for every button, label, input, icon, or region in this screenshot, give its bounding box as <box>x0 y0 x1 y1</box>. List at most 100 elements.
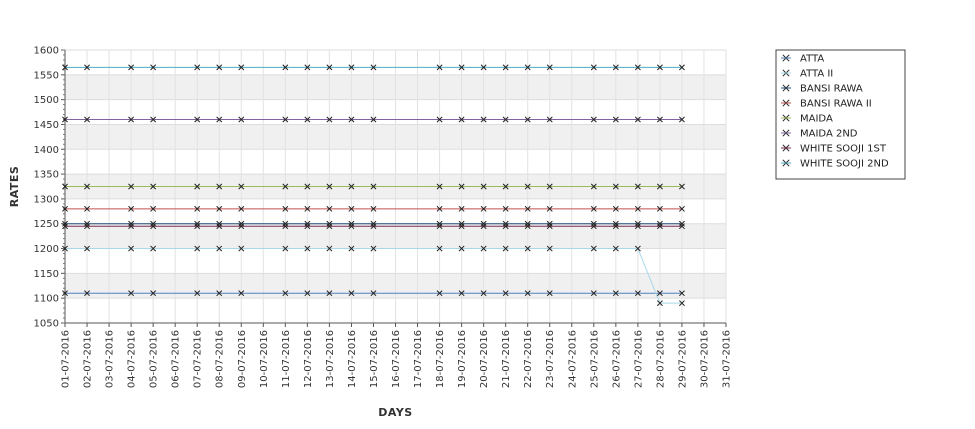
data-point <box>590 183 597 190</box>
x-tick-label: 11-07-2016 <box>281 330 292 388</box>
data-point <box>282 64 289 71</box>
data-point <box>194 223 201 230</box>
data-point <box>436 245 443 252</box>
data-point <box>678 183 685 190</box>
data-point <box>458 116 465 123</box>
data-point <box>524 220 531 227</box>
data-point <box>634 64 641 71</box>
x-tick-label: 31-07-2016 <box>722 330 733 388</box>
legend-entry: ATTA II <box>800 69 833 80</box>
data-point <box>150 64 157 71</box>
data-point <box>480 183 487 190</box>
x-tick-label: 06-07-2016 <box>171 330 182 388</box>
y-tick-label: 1450 <box>34 120 59 131</box>
data-point <box>480 290 487 297</box>
data-point <box>436 183 443 190</box>
data-point <box>238 116 245 123</box>
data-point <box>612 64 619 71</box>
data-point <box>62 290 68 297</box>
data-point <box>348 183 355 190</box>
data-point <box>502 116 509 123</box>
data-point <box>282 223 289 230</box>
data-point <box>238 245 245 252</box>
legend-box <box>775 49 906 180</box>
x-tick-label: 22-07-2016 <box>523 330 534 388</box>
data-point <box>62 183 68 190</box>
data-point <box>678 64 685 71</box>
data-point <box>150 290 157 297</box>
data-point <box>128 220 135 227</box>
x-tick-label: 24-07-2016 <box>567 330 578 388</box>
data-point <box>436 290 443 297</box>
y-tick-label: 1300 <box>34 194 59 205</box>
data-point <box>480 116 487 123</box>
data-point <box>216 245 223 252</box>
data-point <box>238 223 245 230</box>
data-point <box>348 223 355 230</box>
data-point <box>590 223 597 230</box>
x-tick-label: 29-07-2016 <box>677 330 688 388</box>
data-point <box>62 220 68 227</box>
data-point <box>326 205 333 212</box>
data-point <box>634 205 641 212</box>
data-point <box>62 223 68 230</box>
data-point <box>304 205 311 212</box>
data-point <box>216 290 223 297</box>
x-tick-label: 19-07-2016 <box>457 330 468 388</box>
data-point <box>436 64 443 71</box>
data-point <box>524 64 531 71</box>
legend-entry: BANSI RAWA II <box>800 99 872 110</box>
data-point <box>370 290 377 297</box>
data-point <box>634 183 641 190</box>
data-point <box>128 290 135 297</box>
data-point <box>612 183 619 190</box>
y-tick-label: 1250 <box>34 219 59 230</box>
data-point <box>128 116 135 123</box>
data-point <box>524 290 531 297</box>
axes <box>61 49 727 327</box>
data-point <box>678 290 685 297</box>
data-point <box>282 245 289 252</box>
data-point <box>502 183 509 190</box>
data-point <box>634 220 641 227</box>
data-point <box>524 223 531 230</box>
x-tick-label: 02-07-2016 <box>83 330 94 388</box>
data-point <box>458 290 465 297</box>
data-point <box>216 205 223 212</box>
data-point <box>238 205 245 212</box>
data-point <box>458 64 465 71</box>
data-point <box>326 245 333 252</box>
data-point <box>326 220 333 227</box>
data-point <box>128 183 135 190</box>
data-point <box>84 116 90 123</box>
x-tick-label: 25-07-2016 <box>589 330 600 388</box>
data-point <box>458 223 465 230</box>
legend-entry: MAIDA 2ND <box>800 129 858 140</box>
data-point <box>524 245 531 252</box>
data-point <box>84 220 90 227</box>
x-tick-label: 16-07-2016 <box>391 330 402 388</box>
x-tick-label: 03-07-2016 <box>105 330 116 388</box>
data-point <box>128 245 135 252</box>
data-point <box>216 223 223 230</box>
data-point <box>458 220 465 227</box>
y-tick-label: 1200 <box>34 244 59 255</box>
data-point <box>150 205 157 212</box>
data-point <box>502 64 509 71</box>
data-point <box>612 116 619 123</box>
data-point <box>502 205 509 212</box>
x-tick-label: 10-07-2016 <box>259 330 270 388</box>
y-tick-label: 1100 <box>34 294 59 305</box>
data-point <box>194 290 201 297</box>
data-point <box>326 116 333 123</box>
data-point <box>678 300 685 307</box>
data-point <box>304 245 311 252</box>
data-point <box>678 220 685 227</box>
x-tick-label: 01-07-2016 <box>61 330 72 388</box>
data-point <box>238 220 245 227</box>
data-point <box>216 64 223 71</box>
data-point <box>590 64 597 71</box>
data-point <box>370 205 377 212</box>
data-point <box>194 64 201 71</box>
data-point <box>590 290 597 297</box>
